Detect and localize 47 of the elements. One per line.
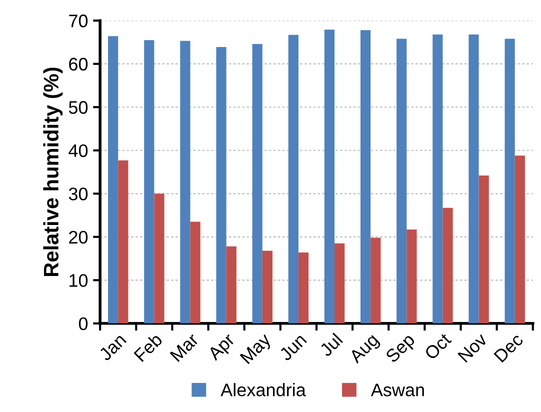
- bar: [298, 252, 309, 324]
- bar: [144, 40, 154, 324]
- bar: [154, 194, 164, 324]
- bar: [262, 250, 272, 324]
- x-tick-label: May: [240, 332, 274, 367]
- x-tick-label: Sep: [384, 332, 418, 366]
- bar: [334, 243, 345, 324]
- bar: [180, 40, 190, 324]
- x-tick-label: Aug: [348, 333, 382, 366]
- y-tick-label: 40: [68, 144, 88, 158]
- y-tick-label: 50: [68, 101, 88, 114]
- y-tick-label: 20: [69, 230, 88, 244]
- x-tick-label: Mar: [170, 332, 200, 362]
- x-tick-label: Nov: [458, 332, 488, 363]
- x-tick-label: Dec: [494, 332, 524, 363]
- bar: [288, 34, 298, 324]
- bar: [504, 38, 515, 324]
- y-tick-label: 60: [69, 58, 88, 71]
- bar: [396, 38, 407, 324]
- bar: [468, 34, 479, 324]
- bar: [514, 156, 525, 324]
- x-tick-label: Jul: [318, 332, 344, 358]
- x-tick-label: Feb: [133, 332, 164, 362]
- bar: [370, 238, 381, 324]
- bar: [406, 230, 417, 324]
- bar: [252, 44, 262, 324]
- y-tick-label: 70: [69, 14, 88, 28]
- x-tick-label: Oct: [424, 332, 452, 360]
- x-tick-label: Apr: [206, 332, 238, 364]
- y-tick-label: 10: [70, 274, 88, 287]
- bar: [360, 30, 371, 324]
- bar: [442, 208, 453, 324]
- x-tick-label: Jan: [98, 333, 127, 362]
- bar: [190, 222, 200, 324]
- bar: [478, 175, 489, 324]
- legend-label: Alexandria: [220, 383, 306, 396]
- bar: [118, 160, 128, 324]
- y-tick-label: 0: [78, 317, 88, 330]
- bar: [226, 246, 236, 324]
- bar: [324, 30, 335, 324]
- bar: [108, 36, 118, 324]
- bar: [216, 46, 226, 324]
- y-tick-label: 30: [68, 188, 88, 200]
- legend-label: Aswan: [370, 384, 424, 396]
- y-axis-title: Relative humidity (%): [43, 68, 63, 276]
- bar: [432, 34, 443, 324]
- x-tick-label: Jun: [278, 333, 307, 362]
